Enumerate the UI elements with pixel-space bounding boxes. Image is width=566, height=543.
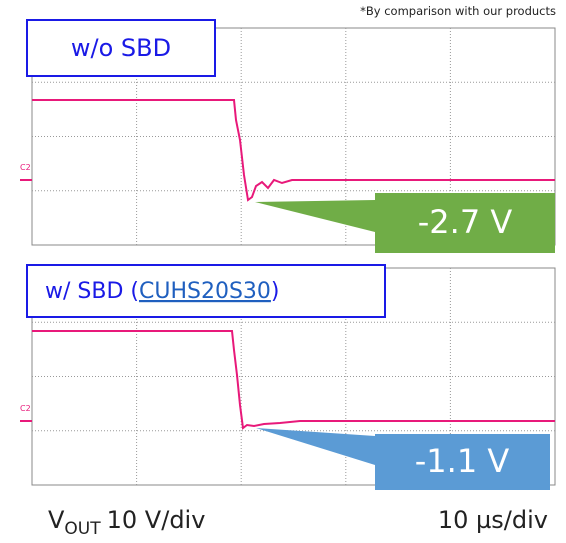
callout-text: -1.1 V — [415, 442, 510, 480]
time-scale: 10 µs/div — [438, 506, 548, 534]
signal-subscript: OUT — [64, 519, 101, 539]
vertical-scale: VOUT 10 V/div — [48, 506, 205, 539]
label-suffix: ) — [271, 279, 280, 304]
signal: V — [48, 506, 65, 534]
scope-panel: C2 -1.1 V w/ SBD (CUHS20S30) — [20, 265, 555, 490]
vertical-scale-value: 10 V/div — [107, 506, 206, 534]
channel-label: C2 — [20, 163, 31, 172]
scope-comparison: *By comparison with our products C2 -2.7… — [0, 0, 566, 543]
panel-label: w/ SBD (CUHS20S30) — [45, 279, 280, 304]
label-prefix: w/ SBD ( — [45, 279, 139, 304]
panel-label: w/o SBD — [71, 34, 171, 62]
callout-text: -2.7 V — [418, 203, 513, 241]
note: *By comparison with our products — [360, 4, 556, 18]
scope-panel: C2 -2.7 V w/o SBD — [20, 20, 555, 253]
channel-label: C2 — [20, 404, 31, 413]
part-link[interactable]: CUHS20S30 — [139, 279, 271, 304]
